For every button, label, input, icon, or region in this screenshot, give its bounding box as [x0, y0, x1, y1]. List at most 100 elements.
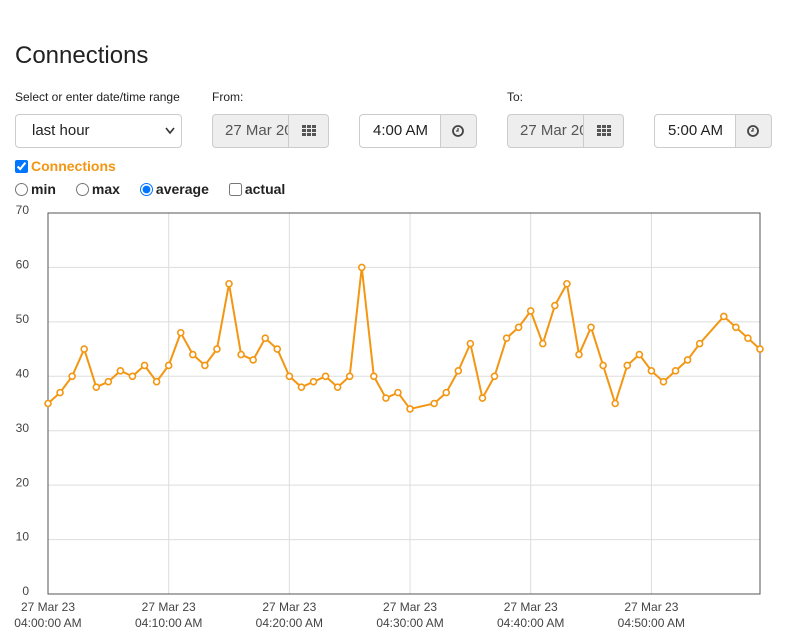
to-clock-button[interactable] — [735, 114, 772, 148]
data-point — [611, 399, 619, 408]
data-point — [659, 377, 668, 386]
from-date[interactable]: 27 Mar 2023 — [212, 114, 289, 148]
data-point — [92, 383, 101, 391]
aggregation-label: average — [155, 181, 209, 197]
x-tick-label: 27 Mar 23 04:30:00 AM — [376, 600, 444, 630]
plot-border — [47, 212, 761, 595]
data-point — [394, 388, 402, 397]
aggregation-label: min — [31, 181, 56, 197]
y-tick-label: 0 — [22, 584, 29, 598]
select-arrow — [165, 127, 175, 135]
data-point — [575, 350, 583, 359]
aggregation-option[interactable]: min — [15, 181, 56, 197]
x-tick-label: 27 Mar 23 04:00:00 AM — [14, 600, 82, 630]
data-point — [430, 399, 438, 408]
data-point — [526, 307, 535, 315]
data-point — [695, 339, 704, 348]
data-point — [719, 312, 728, 321]
data-point — [478, 394, 487, 402]
data-point — [201, 361, 209, 370]
data-point — [273, 345, 282, 353]
data-point — [261, 334, 270, 342]
data-point — [80, 345, 89, 353]
y-tick-label: 40 — [16, 366, 30, 380]
data-point — [309, 377, 318, 386]
data-point — [333, 383, 342, 391]
x-tick-label: 27 Mar 23 04:20:00 AM — [255, 600, 324, 630]
aggregation-label: actual — [244, 181, 286, 197]
series-checkbox[interactable] — [15, 159, 28, 173]
y-tick-label: 30 — [16, 421, 30, 435]
aggregation-input[interactable] — [75, 182, 89, 196]
data-point — [442, 388, 451, 397]
from-calendar-button[interactable] — [288, 114, 329, 148]
y-tick-label: 10 — [16, 530, 30, 544]
series-toggle[interactable]: Connections — [15, 158, 116, 174]
data-point — [176, 328, 185, 337]
aggregation-options: min max average actual — [15, 181, 285, 197]
data-point — [683, 356, 692, 364]
data-point — [152, 377, 161, 386]
data-point — [285, 372, 294, 381]
x-tick-label: 27 Mar 23 04:10:00 AM — [134, 600, 203, 630]
aggregation-option[interactable]: max — [75, 181, 120, 197]
data-point — [249, 356, 257, 364]
data-point — [225, 279, 233, 288]
aggregation-option[interactable]: actual — [228, 181, 286, 197]
y-tick-label: 70 — [16, 203, 30, 217]
y-tick-label: 20 — [16, 475, 30, 489]
data-point — [297, 383, 306, 391]
data-point — [237, 350, 245, 359]
from-clock-button[interactable] — [440, 114, 477, 148]
data-point — [321, 372, 330, 381]
data-point — [466, 339, 475, 348]
data-point — [140, 361, 149, 370]
y-tick-label: 60 — [16, 258, 30, 272]
data-point — [671, 367, 680, 375]
data-point — [538, 339, 547, 348]
from-label: From: — [212, 90, 244, 104]
data-point — [623, 361, 632, 370]
to-date[interactable]: 27 Mar 2023 — [507, 114, 584, 148]
data-point — [454, 367, 463, 375]
x-tick-label: 27 Mar 23 04:50:00 AM — [617, 600, 686, 630]
data-point — [116, 367, 125, 375]
data-point — [68, 372, 76, 381]
data-point — [563, 279, 571, 288]
data-point — [587, 323, 595, 332]
data-point — [357, 263, 366, 272]
x-tick-label: 27 Mar 23 04:40:00 AM — [497, 600, 565, 630]
data-point — [128, 372, 137, 381]
aggregation-input[interactable] — [139, 182, 153, 196]
data-point — [732, 323, 740, 332]
to-calendar-button[interactable] — [583, 114, 624, 148]
data-line — [47, 267, 761, 411]
aggregation-option[interactable]: average — [139, 181, 209, 197]
data-point — [164, 361, 173, 370]
aggregation-label: max — [91, 181, 120, 197]
from-time[interactable]: 4:00 AM — [359, 114, 441, 148]
data-point — [490, 372, 499, 381]
y-tick-label: 50 — [16, 312, 30, 326]
data-point — [744, 334, 752, 342]
data-point — [647, 367, 656, 375]
data-point — [44, 399, 52, 408]
range-select[interactable]: last hour — [15, 114, 182, 148]
data-point — [756, 345, 764, 353]
data-point — [213, 345, 221, 353]
data-point — [406, 405, 414, 413]
range-label: Select or enter date/time range — [15, 90, 180, 104]
legend-entry: Connections — [31, 158, 116, 174]
data-point — [514, 323, 523, 332]
aggregation-input[interactable] — [15, 182, 28, 196]
to-label: To: — [507, 90, 524, 104]
data-point — [635, 350, 644, 359]
aggregation-input[interactable] — [228, 182, 242, 196]
data-point — [502, 334, 511, 342]
data-point — [599, 361, 607, 370]
data-point — [345, 372, 354, 381]
to-time[interactable]: 5:00 AM — [654, 114, 736, 148]
page-title: Connections — [15, 42, 149, 69]
